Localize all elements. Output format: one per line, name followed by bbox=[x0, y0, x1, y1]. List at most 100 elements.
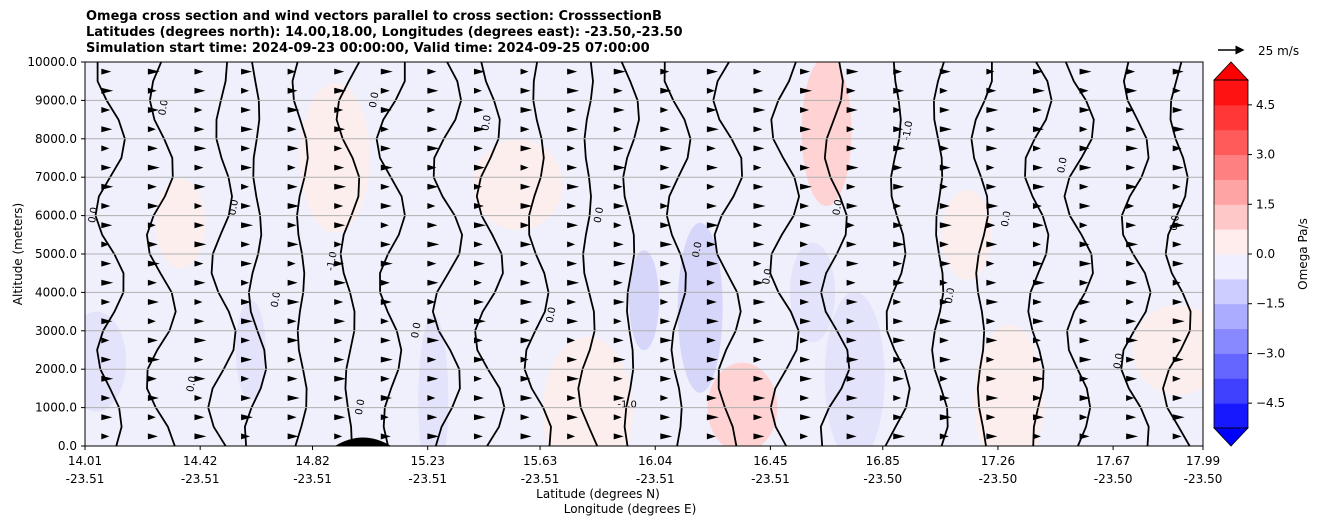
wind-vector bbox=[1172, 395, 1183, 401]
x-tick-label-lon: -23.51 bbox=[408, 472, 447, 486]
wind-vector bbox=[241, 145, 251, 152]
wind-vector bbox=[1079, 279, 1089, 286]
wind-vector bbox=[241, 356, 253, 363]
x-tick-label-lat: 17.67 bbox=[1096, 454, 1130, 468]
wind-vector bbox=[613, 145, 624, 152]
x-tick-label-lon: -23.51 bbox=[521, 472, 560, 486]
wind-vector bbox=[846, 241, 857, 248]
wind-vector bbox=[380, 395, 392, 401]
contour-label: 0.0 bbox=[1112, 352, 1126, 370]
wind-vector bbox=[893, 126, 904, 133]
wind-vector bbox=[706, 203, 717, 209]
wind-vector bbox=[846, 203, 858, 209]
wind-vector bbox=[1172, 87, 1181, 94]
x-tick-label-lat: 16.85 bbox=[866, 454, 900, 468]
wind-vector bbox=[706, 433, 716, 440]
wind-vector bbox=[1032, 356, 1043, 363]
wind-vector bbox=[241, 279, 250, 286]
wind-vector bbox=[986, 164, 995, 171]
wind-vector bbox=[939, 241, 949, 248]
wind-vector bbox=[520, 164, 529, 171]
wind-vector bbox=[706, 279, 715, 286]
wind-vector bbox=[334, 183, 347, 190]
wind-vector bbox=[893, 164, 903, 171]
wind-vector bbox=[1079, 433, 1090, 440]
x-tick-label-lat: 14.01 bbox=[68, 454, 102, 468]
wind-vector bbox=[846, 107, 858, 113]
wind-vector bbox=[334, 87, 347, 94]
wind-vector bbox=[1079, 203, 1091, 209]
wind-vector bbox=[287, 375, 298, 382]
wind-vector bbox=[241, 395, 252, 401]
wind-vector bbox=[567, 126, 579, 133]
wind-vector bbox=[1172, 318, 1185, 325]
wind-vector bbox=[1079, 318, 1088, 325]
wind-vector bbox=[101, 203, 111, 209]
wind-vector bbox=[427, 375, 439, 382]
colorbar-segment bbox=[1214, 80, 1248, 106]
wind-vector bbox=[101, 107, 111, 113]
contour-label: 0.0 bbox=[157, 99, 171, 117]
wind-vector bbox=[1079, 337, 1090, 344]
wind-vector bbox=[1126, 68, 1136, 75]
wind-vector bbox=[473, 241, 483, 248]
wind-vector bbox=[753, 318, 763, 325]
wind-vector bbox=[613, 126, 622, 133]
wind-vector bbox=[287, 241, 299, 248]
wind-vector bbox=[800, 164, 811, 171]
wind-vector bbox=[706, 126, 719, 133]
wind-vector bbox=[846, 126, 855, 133]
wind-vector bbox=[893, 433, 906, 440]
wind-vector bbox=[1032, 299, 1042, 305]
wind-vector bbox=[334, 299, 344, 305]
wind-vector bbox=[986, 395, 999, 401]
wind-vector bbox=[1172, 375, 1181, 382]
wind-vector bbox=[1079, 68, 1092, 75]
wind-vector bbox=[800, 222, 812, 229]
wind-vector bbox=[986, 183, 997, 190]
wind-vector bbox=[101, 222, 113, 229]
wind-vector bbox=[753, 183, 764, 190]
wind-vector bbox=[1079, 241, 1090, 248]
wind-vector bbox=[1032, 375, 1045, 382]
contour-label: 0.0 bbox=[944, 287, 958, 305]
wind-vector bbox=[473, 299, 484, 305]
x-tick-label-lat: 14.82 bbox=[295, 454, 329, 468]
wind-vector bbox=[800, 87, 813, 94]
colorbar-tick-label: −1.5 bbox=[1256, 297, 1285, 311]
wind-vector bbox=[427, 433, 440, 440]
wind-vector bbox=[939, 260, 951, 267]
wind-vector bbox=[706, 68, 718, 75]
omega-negative-region bbox=[235, 300, 266, 400]
contour-label: 0.0 bbox=[1056, 156, 1070, 174]
wind-vector bbox=[753, 395, 766, 401]
wind-vector bbox=[241, 433, 251, 440]
wind-vector bbox=[147, 356, 160, 363]
wind-vector bbox=[427, 318, 438, 325]
wind-vector bbox=[101, 375, 114, 382]
wind-vector bbox=[520, 414, 530, 421]
wind-vector bbox=[473, 87, 482, 94]
wind-vector bbox=[194, 107, 203, 113]
wind-vector bbox=[1032, 241, 1041, 248]
wind-vector bbox=[241, 107, 252, 113]
wind-vector bbox=[1126, 145, 1139, 152]
x-tick-label-lon: -23.51 bbox=[66, 472, 105, 486]
wind-vector bbox=[380, 433, 391, 440]
wind-vector bbox=[1032, 337, 1041, 344]
wind-vector bbox=[986, 356, 995, 363]
wind-vector bbox=[380, 241, 391, 248]
wind-vector bbox=[101, 87, 114, 94]
wind-vector bbox=[893, 260, 903, 267]
wind-vector bbox=[287, 395, 300, 401]
wind-vector bbox=[1172, 356, 1184, 363]
colorbar-extend-high bbox=[1213, 61, 1249, 81]
y-tick-label: 9000.0 bbox=[35, 93, 77, 107]
wind-vector bbox=[567, 299, 577, 305]
wind-vector bbox=[660, 356, 670, 363]
wind-vectors bbox=[101, 68, 1185, 440]
wind-vector bbox=[101, 68, 112, 75]
x-axis-label-lon: Longitude (degrees E) bbox=[564, 502, 697, 516]
wind-vector bbox=[520, 375, 531, 382]
wind-vector bbox=[706, 299, 717, 305]
